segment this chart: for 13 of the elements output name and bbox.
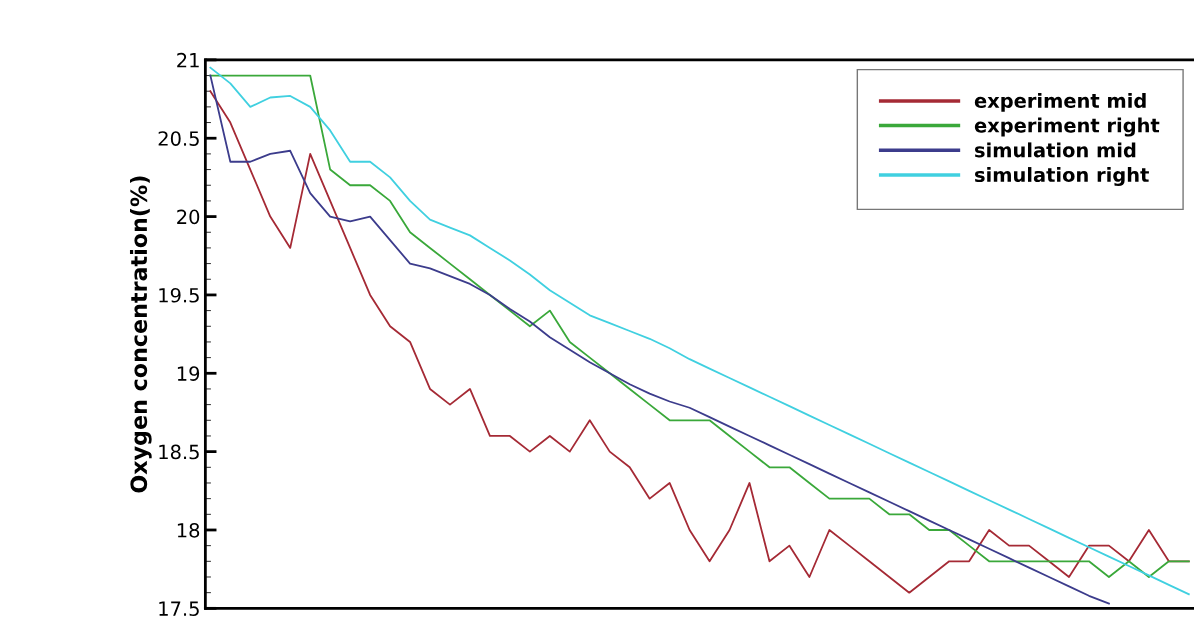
- y-axis-title: Oxygen concentration(%): [129, 176, 152, 493]
- legend-label: simulation right: [975, 167, 1149, 187]
- y-tick-label: 17.5: [159, 601, 199, 616]
- y-tick-label: 20: [177, 209, 200, 225]
- legend-label: simulation mid: [975, 142, 1136, 158]
- legend-label: experiment mid: [974, 92, 1146, 112]
- y-tick-label: 20.5: [158, 131, 199, 146]
- y-tick-label: 19.5: [159, 287, 199, 303]
- legend-label: experiment right: [974, 117, 1160, 137]
- y-tick-label: 21: [177, 52, 199, 68]
- y-tick-label: 18: [177, 522, 200, 538]
- y-tick-label: 19: [177, 366, 200, 381]
- y-tick-label: 18.5: [159, 444, 199, 460]
